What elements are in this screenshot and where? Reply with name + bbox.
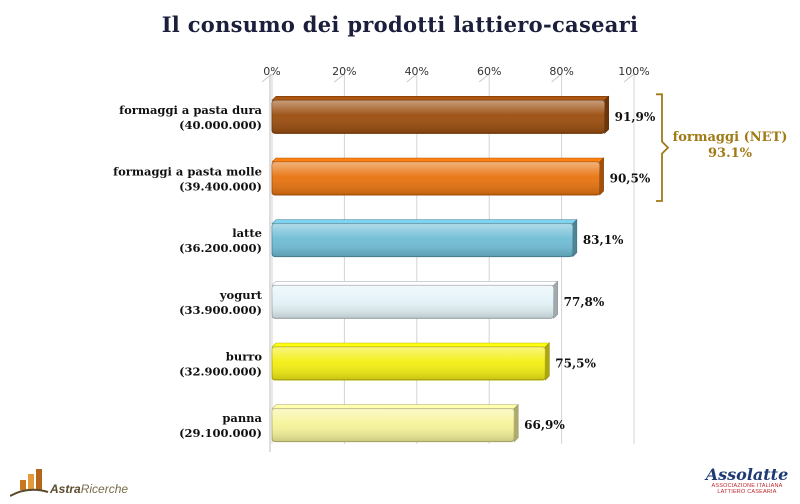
category-label: yogurt [219,288,263,302]
category-label: burro [226,350,263,364]
gridline-diag [334,73,345,83]
bar-side [545,342,550,381]
assolatte-logo-subtitle-1: ASSOCIAZIONE ITALIANA [711,483,783,489]
chart-title: Il consumo dei prodotti lattiero-caseari [161,12,639,37]
x-tick-label: 80% [549,65,573,78]
category-sublabel: (29.100.000) [179,426,262,440]
net-annotation: formaggi (NET) 93.1% [666,130,794,162]
bar-highlight [272,100,605,134]
category-label: latte [232,226,262,240]
category-label: formaggi a pasta molle [113,165,262,179]
category-sublabel: (40.000.000) [179,118,262,132]
x-tick-label: 0% [263,65,280,78]
net-annotation-label: formaggi (NET) [672,130,788,145]
bar-highlight [272,408,515,442]
bar-highlight [272,347,546,380]
bar-top [271,96,610,101]
x-tick-label: 60% [477,65,501,78]
x-tick-label: 100% [618,65,649,78]
x-tick-label: 40% [405,65,429,78]
astra-ricerche-logo: AstraRicerche [50,482,128,496]
x-tick-label: 20% [332,65,356,78]
value-label: 77,8% [564,295,605,309]
bar-side [599,157,604,196]
value-label: 75,5% [555,357,596,371]
bar-top [271,404,519,409]
bar-top [271,342,551,348]
value-label: 90,5% [610,172,651,186]
value-label: 83,1% [583,233,624,247]
logo-left-name-rest: Ricerche [80,482,129,496]
net-bracket [656,93,670,202]
value-label: 66,9% [524,418,565,432]
category-label: panna [222,411,262,425]
category-sublabel: (33.900.000) [179,303,262,317]
assolatte-logo: Assolatte ASSOCIAZIONE ITALIANA LATTIERO… [700,466,794,495]
astra-ricerche-logo-icon [10,469,49,497]
gridline-diag [406,73,418,83]
bar-top [271,281,559,286]
bar-top [271,219,578,224]
category-sublabel: (36.200.000) [179,241,262,255]
bar-side [553,280,558,320]
assolatte-logo-name: Assolatte [705,465,789,484]
net-annotation-value: 93.1% [707,146,752,161]
bar-side [604,95,609,135]
bar-top [271,157,605,163]
bar-highlight [272,223,573,257]
gridline-diag [623,73,635,83]
bar-side [513,403,519,443]
bar-side [572,218,578,258]
value-label: 91,9% [615,110,656,124]
category-sublabel: (39.400.000) [179,180,262,194]
category-sublabel: (32.900.000) [179,365,262,379]
assolatte-logo-subtitle-2: LATTIERO CASEARIA [717,489,777,495]
category-label: formaggi a pasta dura [119,103,262,117]
bar-highlight [272,285,554,319]
logo-left-name-bold: Astra [50,482,81,496]
bar-highlight [272,162,600,195]
gridline-diag [551,73,562,83]
gridline-diag [478,73,490,83]
